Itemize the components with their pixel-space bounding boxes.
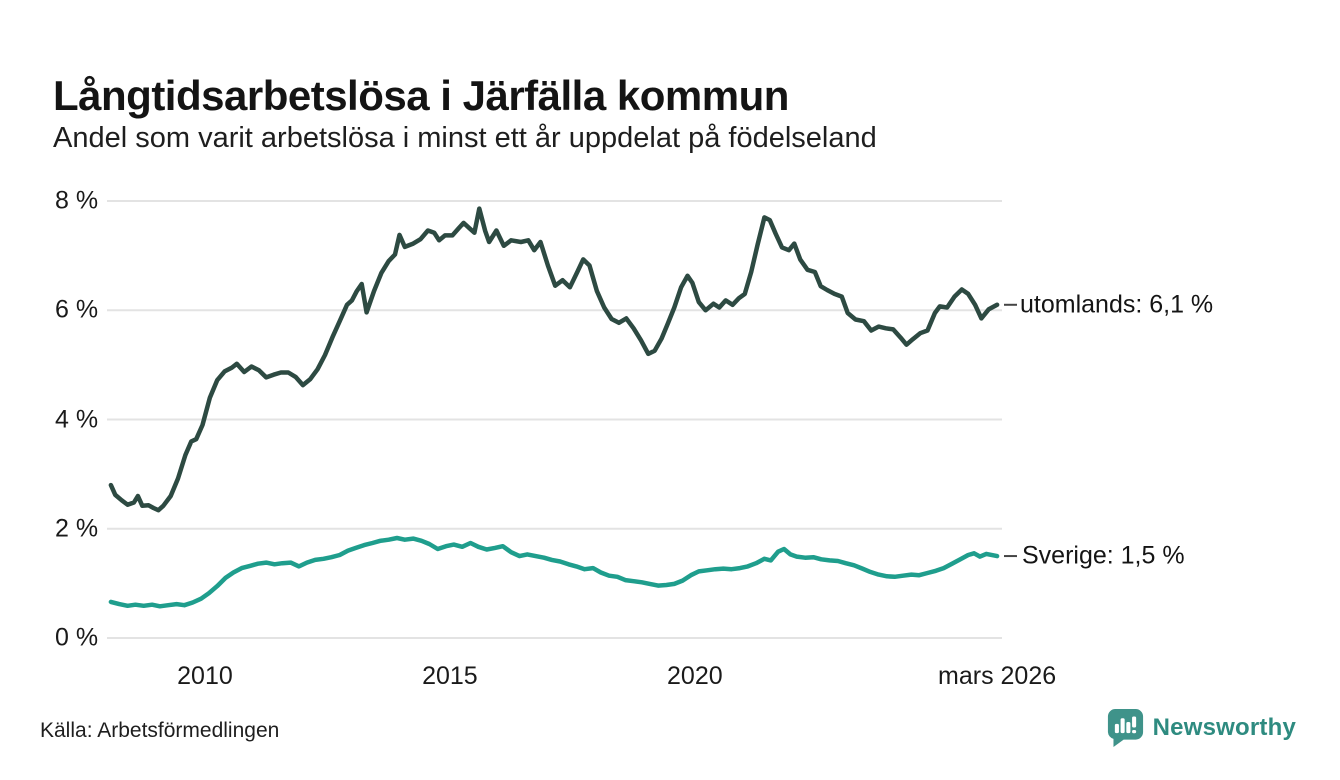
x-tick-label: 2010 <box>177 662 233 690</box>
source-note: Källa: Arbetsförmedlingen <box>40 719 280 742</box>
y-tick-label: 2 % <box>55 514 99 543</box>
x-tick-label: mars 2026 <box>938 662 1057 690</box>
bar-chart-speech-bubble-icon <box>1107 708 1144 748</box>
chart-subtitle: Andel som varit arbetslösa i minst ett å… <box>53 122 877 154</box>
series-label-sverige: Sverige: 1,5 % <box>1022 541 1185 570</box>
y-tick-label: 6 % <box>55 295 99 324</box>
y-tick-label: 4 % <box>55 405 99 433</box>
y-tick-label: 8 % <box>55 186 99 215</box>
y-tick-label: 0 % <box>55 623 99 652</box>
page-title: Långtidsarbetslösa i Järfälla kommun <box>53 72 789 120</box>
series-line-utomlands <box>108 206 1000 513</box>
newsworthy-logo: Newsworthy <box>1107 706 1296 750</box>
brand-name: Newsworthy <box>1152 714 1296 741</box>
x-tick-label: 2020 <box>667 662 723 690</box>
x-tick-label: 2015 <box>422 662 478 690</box>
series-line-Sverige <box>108 535 1000 609</box>
series-label-utomlands: utomlands: 6,1 % <box>1020 290 1214 319</box>
